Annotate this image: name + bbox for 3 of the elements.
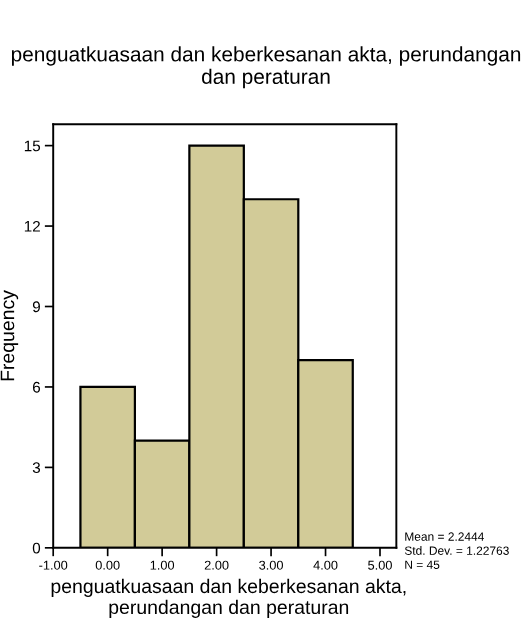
chart-title: penguatkuasaan dan keberkesanan akta, perundangan dan peraturan <box>11 46 521 89</box>
y-axis-title: Frequency <box>0 290 19 381</box>
x-axis-title: penguatkuasaan dan keberkesanan akta, perundangan dan peraturan <box>51 578 406 618</box>
